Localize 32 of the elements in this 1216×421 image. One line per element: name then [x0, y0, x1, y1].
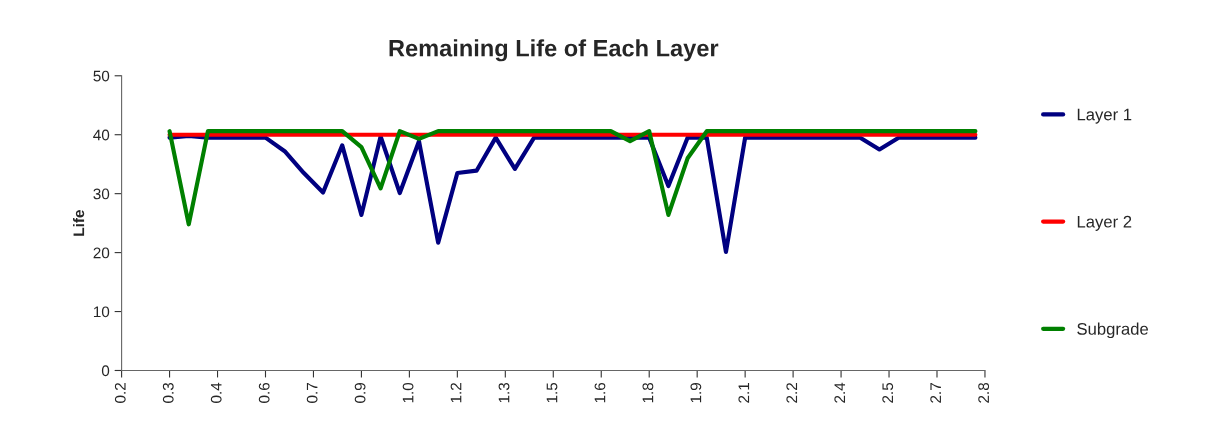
- line-series: [167, 129, 978, 227]
- x-tick-label: 0.7: [306, 383, 318, 403]
- x-tick-label: 2.7: [930, 383, 941, 403]
- x-tick-label: 1.6: [594, 382, 606, 403]
- line-series: [167, 133, 978, 255]
- y-tick-label: 40: [93, 129, 110, 141]
- x-tick-label: 0.3: [162, 382, 174, 403]
- x-tick-label: 1.0: [402, 382, 414, 403]
- x-tick-label: 0.9: [354, 383, 366, 403]
- y-tick-label: 10: [93, 306, 110, 318]
- x-tick-label: 0.2: [114, 383, 126, 403]
- x-tick-label: 2.1: [738, 383, 750, 403]
- y-tick-label: 30: [93, 188, 110, 200]
- x-tick-label: 2.8: [978, 382, 990, 403]
- legend-label: Layer 2: [1077, 215, 1132, 231]
- y-tick-label: 20: [93, 247, 110, 259]
- y-tick-label: 50: [93, 70, 110, 82]
- x-tick-label: 2.5: [882, 382, 894, 403]
- x-tick-label: 1.8: [642, 382, 654, 403]
- y-tick-label: 0: [101, 365, 110, 377]
- legend-label: Layer 1: [1077, 108, 1132, 124]
- x-tick-label: 2.2: [786, 383, 798, 403]
- x-tick-label: 1.5: [546, 382, 558, 403]
- legend-label: Subgrade: [1077, 322, 1148, 339]
- x-tick-label: 0.6: [258, 382, 270, 403]
- x-tick-label: 1.2: [450, 383, 462, 403]
- x-tick-label: 2.4: [834, 382, 846, 403]
- y-axis-title: Life: [73, 210, 85, 236]
- x-tick-label: 0.4: [210, 382, 222, 403]
- x-tick-label: 1.3: [498, 382, 510, 403]
- chart-title: Remaining Life of Each Layer: [389, 39, 719, 62]
- x-tick-label: 1.9: [690, 383, 702, 403]
